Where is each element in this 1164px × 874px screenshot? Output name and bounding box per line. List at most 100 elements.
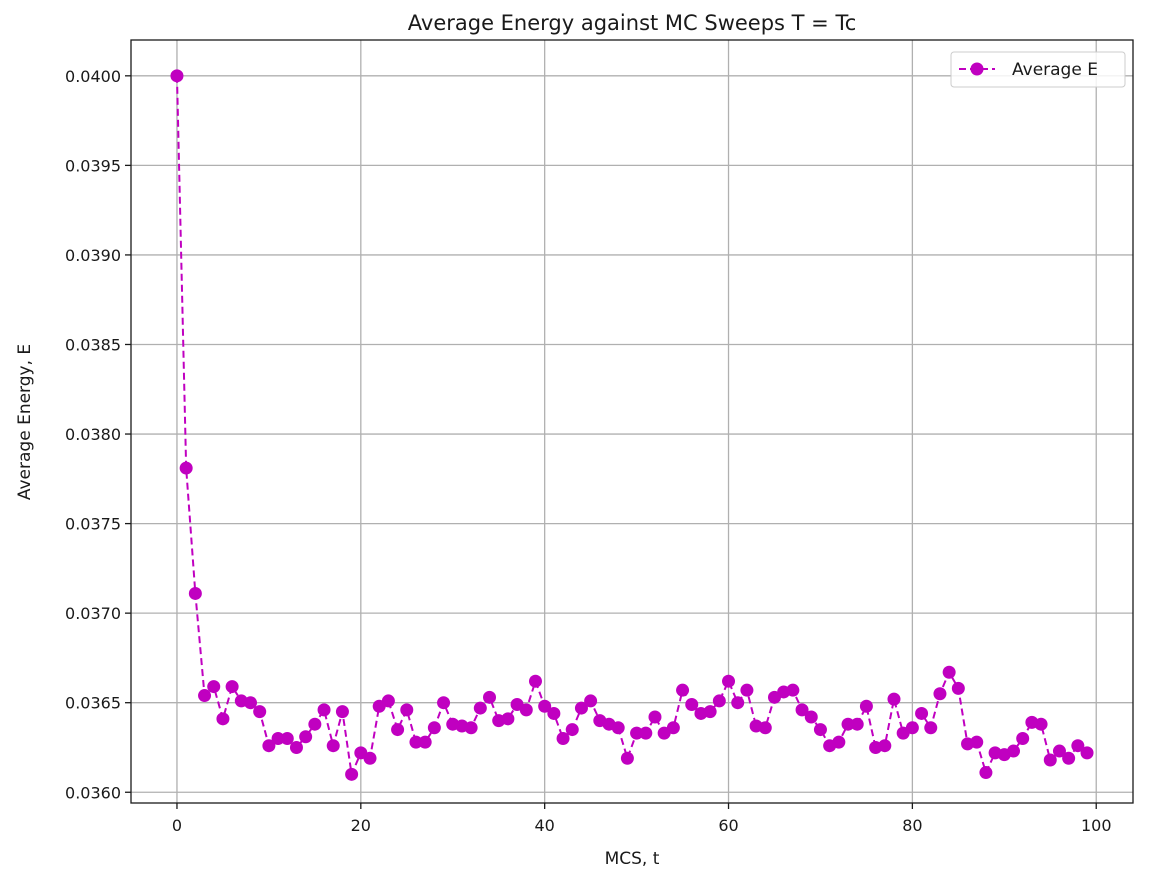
data-point xyxy=(501,712,515,726)
data-point xyxy=(859,699,873,713)
series-line xyxy=(175,75,1088,778)
legend-label: Average E xyxy=(1012,60,1098,80)
data-point xyxy=(648,710,662,724)
y-tick-label: 0.0380 xyxy=(65,425,121,444)
data-point xyxy=(1043,753,1057,767)
data-point xyxy=(1062,751,1076,765)
data-point xyxy=(335,705,349,719)
data-point xyxy=(970,735,984,749)
data-point xyxy=(1016,732,1030,746)
data-point xyxy=(216,712,230,726)
x-tick-label: 20 xyxy=(351,816,371,835)
data-point xyxy=(924,721,938,735)
data-point xyxy=(676,683,690,697)
data-point xyxy=(427,721,441,735)
data-point xyxy=(620,751,634,765)
y-tick-label: 0.0375 xyxy=(65,515,121,534)
data-point xyxy=(538,699,552,713)
data-point xyxy=(207,680,221,694)
data-point xyxy=(731,696,745,710)
y-tick-label: 0.0400 xyxy=(65,67,121,86)
x-tick-label: 100 xyxy=(1081,816,1112,835)
data-point xyxy=(666,721,680,735)
data-point xyxy=(271,732,285,746)
data-point xyxy=(188,586,202,600)
data-point xyxy=(722,674,736,688)
data-point xyxy=(584,694,598,708)
data-point xyxy=(1052,744,1066,758)
data-point xyxy=(979,766,993,780)
data-point xyxy=(400,703,414,717)
x-tick-label: 60 xyxy=(718,816,738,835)
data-point xyxy=(1007,744,1020,758)
data-point xyxy=(253,705,267,719)
data-point xyxy=(528,674,542,688)
data-point xyxy=(574,701,588,715)
data-point xyxy=(244,696,257,710)
y-tick-label: 0.0395 xyxy=(65,156,121,175)
data-point xyxy=(280,732,294,746)
legend: Average E xyxy=(950,51,1126,88)
y-tick-label: 0.0360 xyxy=(65,783,121,802)
y-axis-label: Average Energy, E xyxy=(15,344,35,500)
data-point xyxy=(712,694,726,708)
data-point xyxy=(611,721,625,735)
data-point xyxy=(887,692,901,706)
grid-lines xyxy=(131,40,1133,803)
data-point xyxy=(519,703,533,717)
data-point xyxy=(179,461,193,475)
data-point xyxy=(418,735,432,749)
data-point xyxy=(639,726,653,740)
data-point xyxy=(299,730,313,744)
data-point xyxy=(1080,746,1094,760)
x-axis-label: MCS, t xyxy=(605,849,660,869)
x-tick-label: 0 xyxy=(172,816,182,835)
x-tick-label: 40 xyxy=(534,816,554,835)
data-point xyxy=(198,689,212,703)
data-point xyxy=(363,751,377,765)
data-series xyxy=(170,69,1094,781)
data-point xyxy=(915,706,929,720)
data-point xyxy=(483,690,497,704)
data-point xyxy=(804,710,818,724)
chart-title: Average Energy against MC Sweeps T = Tc xyxy=(408,11,857,35)
data-point xyxy=(170,69,184,83)
axis-ticks: 0 20 40 60 80 100 0.0360 0.0365 0.0370 0.0375 0.03… xyxy=(65,67,1111,835)
data-point xyxy=(905,721,919,735)
data-point xyxy=(308,717,322,731)
data-point xyxy=(832,735,846,749)
data-point xyxy=(317,703,331,717)
data-point xyxy=(262,739,276,753)
data-point xyxy=(758,721,772,735)
y-tick-label: 0.0390 xyxy=(65,246,121,265)
data-point xyxy=(685,697,699,711)
data-point xyxy=(878,739,892,753)
data-point xyxy=(409,735,423,749)
data-point xyxy=(703,705,717,719)
data-point xyxy=(1034,717,1048,731)
data-point xyxy=(473,701,487,715)
data-point xyxy=(547,706,561,720)
data-point xyxy=(942,665,956,679)
legend-marker xyxy=(970,62,984,76)
data-point xyxy=(813,723,827,737)
data-point xyxy=(841,717,855,731)
data-point xyxy=(289,740,303,754)
data-point xyxy=(565,723,579,737)
data-point xyxy=(795,703,809,717)
y-tick-label: 0.0370 xyxy=(65,604,121,623)
legend-box xyxy=(950,51,1126,88)
y-tick-label: 0.0365 xyxy=(65,694,121,713)
data-point xyxy=(556,732,570,746)
data-point xyxy=(786,683,800,697)
data-point xyxy=(326,739,340,753)
x-tick-label: 80 xyxy=(902,816,922,835)
y-tick-label: 0.0385 xyxy=(65,335,121,354)
data-point xyxy=(740,683,754,697)
data-point xyxy=(1071,739,1085,753)
data-point xyxy=(345,767,359,781)
data-point xyxy=(464,721,478,735)
data-point xyxy=(225,680,239,694)
